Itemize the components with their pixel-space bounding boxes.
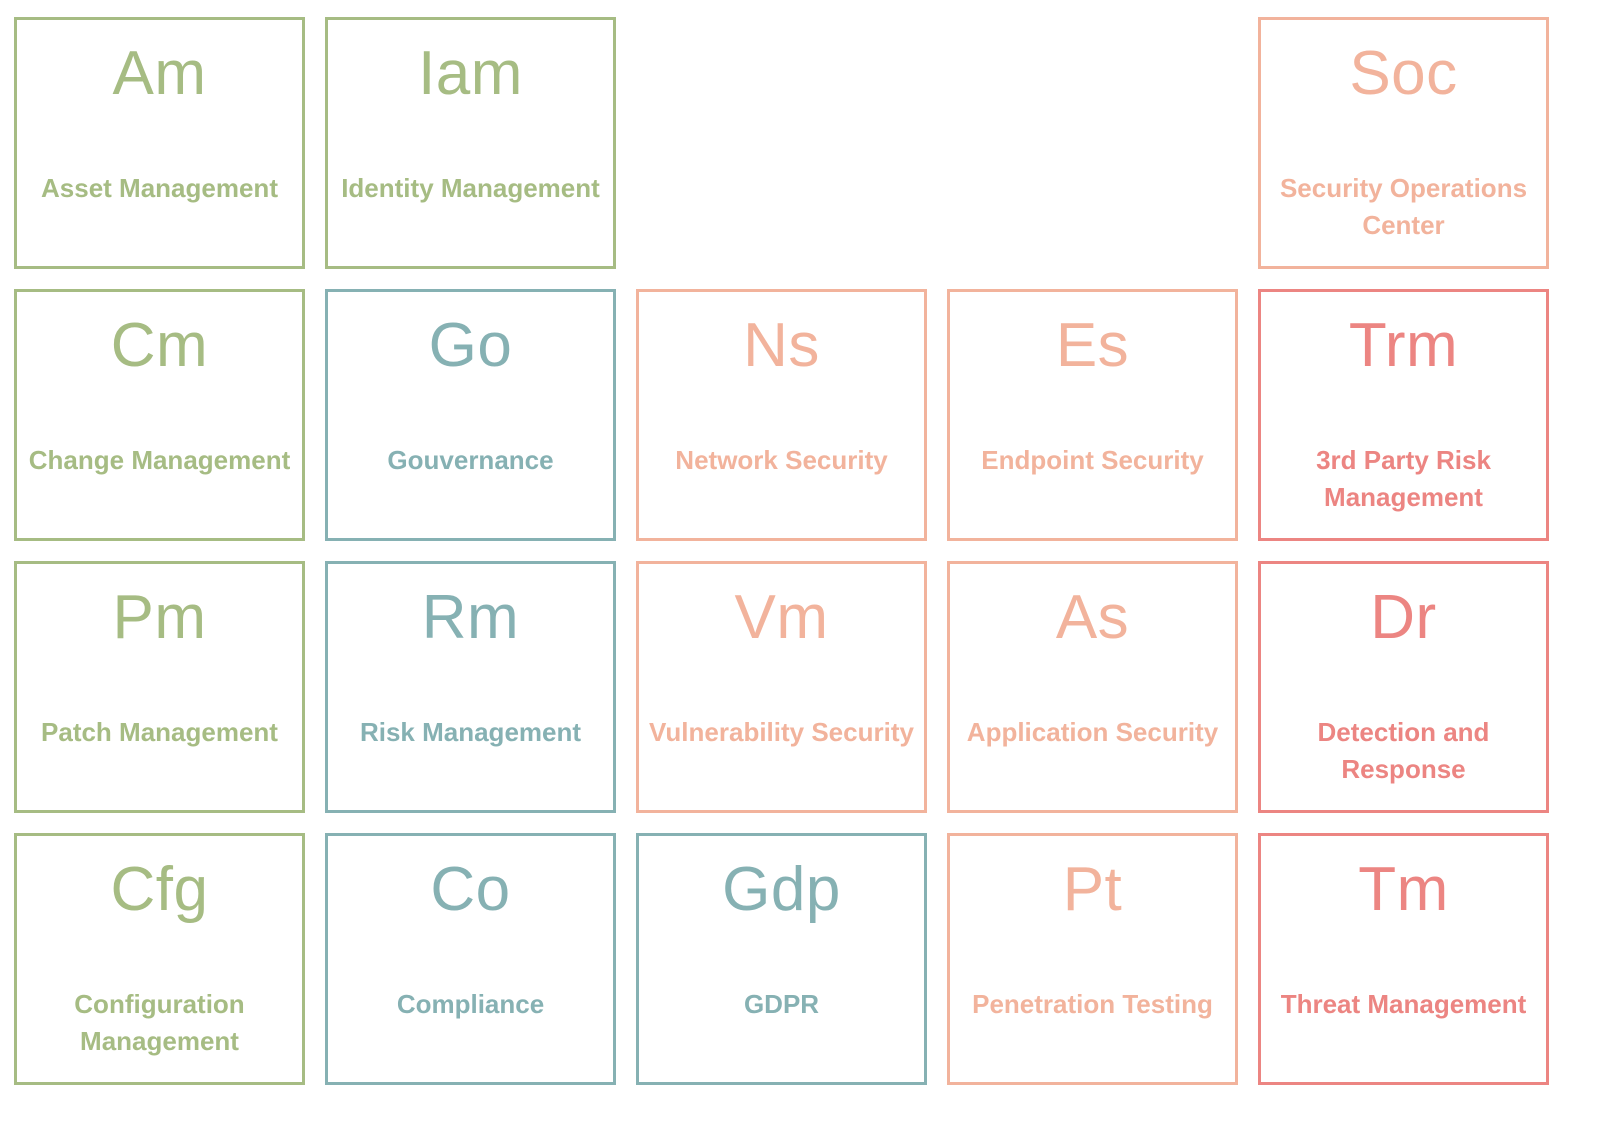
tile-symbol: Ns <box>743 311 820 380</box>
tile-symbol: Go <box>428 311 513 380</box>
tile-name: Identity Management <box>341 173 600 203</box>
tile-network-security: Ns Network Security <box>636 289 927 541</box>
tile-configuration-management: Cfg Configuration Management <box>14 833 305 1085</box>
tile-gouvernance: Go Gouvernance <box>325 289 616 541</box>
security-periodic-table: Am Asset Management Iam Identity Managem… <box>14 17 1549 1085</box>
tile-symbol: Pm <box>112 583 207 652</box>
tile-name: Penetration Testing <box>972 989 1213 1019</box>
tile-name: Change Management <box>28 445 291 475</box>
tile-symbol: Pt <box>1062 855 1123 924</box>
tile-name: Detection and Response <box>1317 717 1490 784</box>
tile-name: Asset Management <box>41 173 278 203</box>
tile-name: 3rd Party Risk Management <box>1316 445 1491 512</box>
tile-asset-management: Am Asset Management <box>14 17 305 269</box>
tile-name: Application Security <box>966 717 1219 747</box>
tile-threat-management: Tm Threat Management <box>1258 833 1549 1085</box>
tile-name: Compliance <box>396 989 545 1019</box>
tile-change-management: Cm Change Management <box>14 289 305 541</box>
empty-cell <box>636 17 927 269</box>
tile-gdpr: Gdp GDPR <box>636 833 927 1085</box>
tile-symbol: Gdp <box>722 855 841 924</box>
tile-name: Threat Management <box>1280 989 1527 1019</box>
tile-compliance: Co Compliance <box>325 833 616 1085</box>
tile-name: Endpoint Security <box>981 445 1204 475</box>
tile-symbol: Cm <box>110 311 209 380</box>
tile-symbol: Iam <box>418 39 523 108</box>
tile-symbol: Am <box>112 39 207 108</box>
tile-vulnerability-security: Vm Vulnerability Security <box>636 561 927 813</box>
tile-name: Security Operations Center <box>1279 173 1528 240</box>
tile-symbol: Tm <box>1358 855 1449 924</box>
tile-detection-and-response: Dr Detection and Response <box>1258 561 1549 813</box>
tile-third-party-risk-management: Trm 3rd Party Risk Management <box>1258 289 1549 541</box>
tile-name: Network Security <box>675 445 888 475</box>
tile-symbol: Co <box>430 855 511 924</box>
tile-risk-management: Rm Risk Management <box>325 561 616 813</box>
tile-name: Gouvernance <box>387 445 554 475</box>
empty-cell <box>947 17 1238 269</box>
tile-identity-management: Iam Identity Management <box>325 17 616 269</box>
tile-name: GDPR <box>743 989 820 1019</box>
tile-symbol: Soc <box>1349 39 1458 108</box>
tile-symbol: Vm <box>734 583 829 652</box>
tile-application-security: As Application Security <box>947 561 1238 813</box>
tile-symbol: Es <box>1055 311 1130 380</box>
tile-endpoint-security: Es Endpoint Security <box>947 289 1238 541</box>
tile-symbol: Cfg <box>110 855 209 924</box>
tile-patch-management: Pm Patch Management <box>14 561 305 813</box>
tile-penetration-testing: Pt Penetration Testing <box>947 833 1238 1085</box>
tile-name: Patch Management <box>41 717 278 747</box>
tile-symbol: Rm <box>421 583 520 652</box>
tile-name: Configuration Management <box>74 989 245 1056</box>
tile-security-operations-center: Soc Security Operations Center <box>1258 17 1549 269</box>
tile-name: Risk Management <box>359 717 582 747</box>
tile-symbol: Trm <box>1348 311 1459 380</box>
tile-symbol: Dr <box>1370 583 1437 652</box>
tile-symbol: As <box>1055 583 1130 652</box>
tile-name: Vulnerability Security <box>649 717 914 747</box>
